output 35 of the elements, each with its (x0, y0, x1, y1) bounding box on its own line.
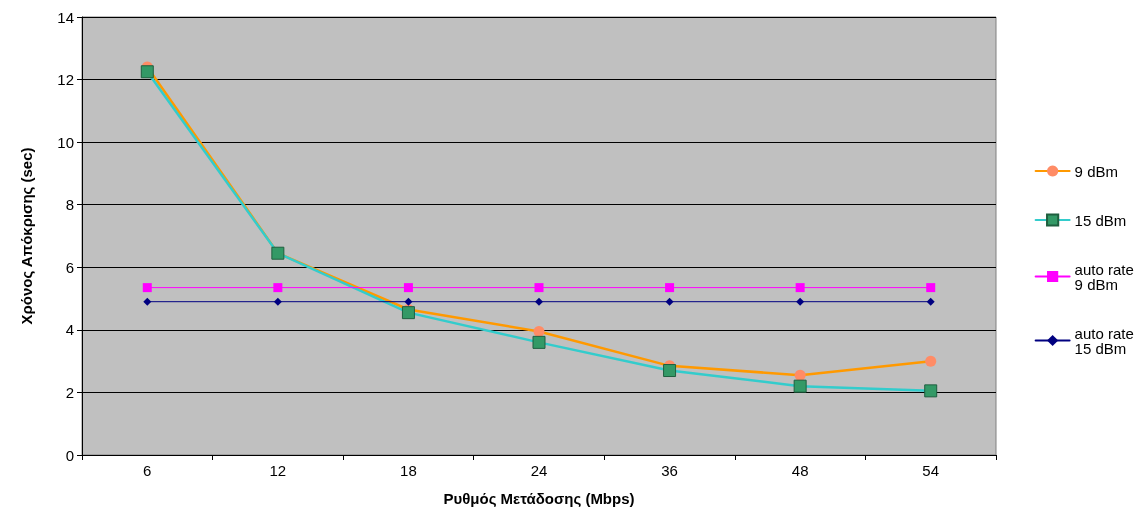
point (142, 283, 152, 293)
point (665, 283, 675, 293)
x-tick-label: 18 (400, 462, 417, 479)
point (534, 283, 544, 293)
x-tick-label: 54 (922, 462, 940, 479)
x-tick-label: 24 (530, 462, 548, 479)
y-tick-label: 4 (65, 321, 74, 339)
point (535, 297, 543, 306)
point (273, 283, 283, 293)
point (926, 283, 936, 293)
point (404, 297, 413, 306)
x-tick-label: 48 (791, 462, 809, 479)
point (796, 297, 805, 306)
x-tick-label: 12 (269, 462, 287, 479)
point (665, 297, 674, 306)
point (143, 297, 152, 306)
legend-label: auto rate 9 dBm (1074, 260, 1139, 293)
legend-label: auto rate 15 dBm (1074, 324, 1139, 357)
x-tick-label: 36 (661, 462, 678, 479)
legend-label: 9 dBm (1074, 162, 1118, 180)
y-tick-label: 8 (65, 196, 74, 214)
point (795, 283, 805, 293)
y-tick-label: 0 (65, 446, 74, 464)
point (273, 297, 282, 306)
x-tick-label: 6 (143, 462, 152, 479)
point (926, 297, 935, 306)
y-tick-label: 6 (65, 258, 74, 276)
y-axis-title: Χρόνος Απόκρισης (sec) (18, 147, 35, 325)
y-tick-label: 10 (57, 133, 74, 151)
legend-label: 15 dBm (1074, 211, 1127, 229)
y-tick-label: 2 (65, 383, 74, 401)
y-tick-label: 12 (57, 71, 74, 89)
point (403, 283, 413, 293)
x-axis-title: Ρυθμός Μετάδοσης (Mbps) (443, 490, 635, 507)
y-tick-label: 14 (57, 8, 74, 26)
